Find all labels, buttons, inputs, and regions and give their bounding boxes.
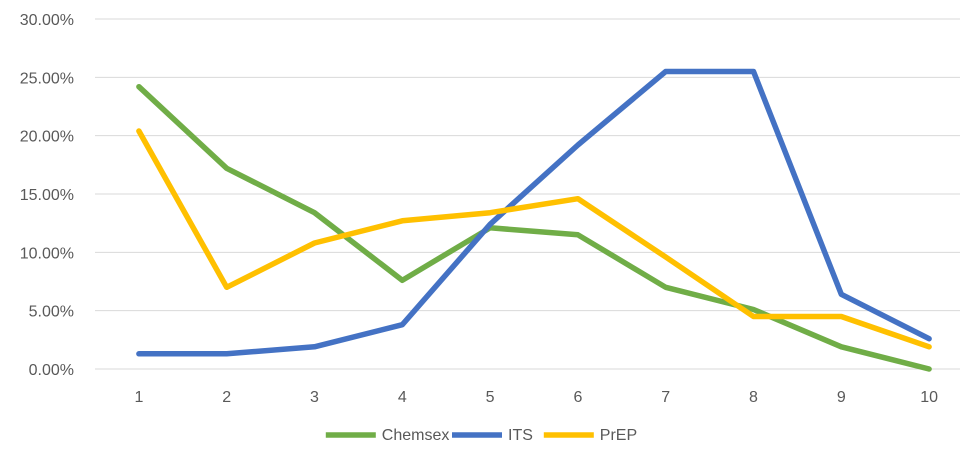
y-tick-label: 30.00% [20, 12, 74, 29]
y-tick-label: 0.00% [29, 362, 74, 379]
y-tick-label: 25.00% [20, 70, 74, 87]
legend-label-chemsex: Chemsex [382, 427, 450, 444]
y-tick-label: 5.00% [29, 304, 74, 321]
x-tick-label: 6 [573, 389, 582, 406]
x-tick-label: 1 [134, 389, 143, 406]
y-tick-label: 15.00% [20, 187, 74, 204]
x-tick-label: 7 [661, 389, 670, 406]
x-axis-ticks: 1 2 3 4 5 6 7 8 9 10 [134, 389, 938, 406]
legend-label-its: ITS [508, 427, 533, 444]
x-tick-label: 10 [920, 389, 938, 406]
gridlines [95, 18, 960, 370]
x-tick-label: 9 [837, 389, 846, 406]
series-lines [136, 68, 932, 372]
legend: Chemsex ITS PrEP [325, 427, 637, 444]
series-line-chemsex [136, 83, 932, 372]
x-tick-label: 4 [398, 389, 407, 406]
legend-label-prep: PrEP [600, 427, 637, 444]
y-tick-label: 20.00% [20, 129, 74, 146]
x-tick-label: 3 [310, 389, 319, 406]
y-axis-ticks: 0.00% 5.00% 10.00% 15.00% 20.00% 25.00% 30.00% [20, 12, 74, 379]
x-tick-label: 8 [749, 389, 758, 406]
x-tick-label: 2 [222, 389, 231, 406]
y-tick-label: 10.00% [20, 245, 74, 262]
series-line-its [136, 68, 932, 357]
series-line-prep [136, 128, 932, 350]
x-tick-label: 5 [486, 389, 495, 406]
